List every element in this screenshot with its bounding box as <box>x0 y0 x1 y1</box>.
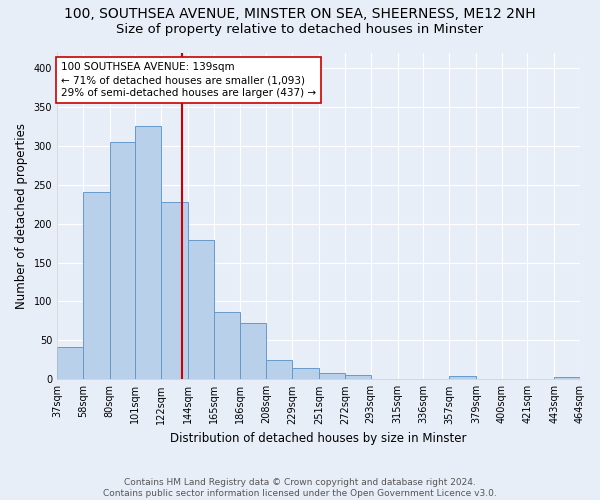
X-axis label: Distribution of detached houses by size in Minster: Distribution of detached houses by size … <box>170 432 467 445</box>
Bar <box>554 377 580 380</box>
Y-axis label: Number of detached properties: Number of detached properties <box>15 123 28 309</box>
Bar <box>83 192 110 380</box>
Text: Size of property relative to detached houses in Minster: Size of property relative to detached ho… <box>116 22 484 36</box>
Bar <box>161 202 188 380</box>
Text: Contains HM Land Registry data © Crown copyright and database right 2024.
Contai: Contains HM Land Registry data © Crown c… <box>103 478 497 498</box>
Bar <box>188 240 214 380</box>
Bar <box>57 346 83 380</box>
Bar <box>266 360 292 380</box>
Bar <box>345 376 371 380</box>
Bar <box>292 368 319 380</box>
Bar <box>319 373 345 380</box>
Text: 100 SOUTHSEA AVENUE: 139sqm
← 71% of detached houses are smaller (1,093)
29% of : 100 SOUTHSEA AVENUE: 139sqm ← 71% of det… <box>61 62 316 98</box>
Bar <box>214 312 239 380</box>
Bar <box>239 324 266 380</box>
Bar <box>110 142 136 380</box>
Text: 100, SOUTHSEA AVENUE, MINSTER ON SEA, SHEERNESS, ME12 2NH: 100, SOUTHSEA AVENUE, MINSTER ON SEA, SH… <box>64 8 536 22</box>
Bar <box>136 126 161 380</box>
Bar <box>449 376 476 380</box>
